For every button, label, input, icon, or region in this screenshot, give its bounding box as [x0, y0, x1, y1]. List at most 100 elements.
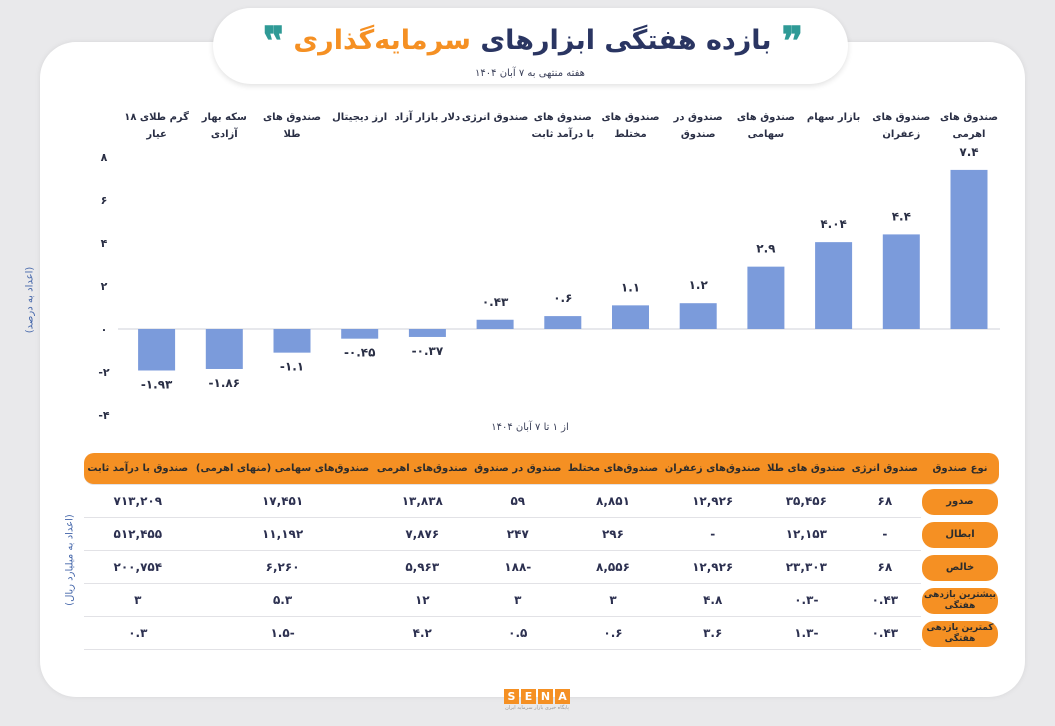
table-row: ابطال -۱۲,۱۵۳-۲۹۶ ۲۴۷ ۷,۸۷۶ ۱۱,۱۹۲ ۵۱۲,۴۵۵	[84, 518, 999, 551]
table-cell: ۰.۴۳	[848, 584, 921, 617]
table-cell: ۲۹۶	[564, 518, 662, 551]
table-cell: ۴.۲	[373, 617, 471, 650]
table-cell: ۵.۳	[191, 584, 374, 617]
y-axis-label: (اعداد به درصد)	[24, 266, 36, 334]
table-cell: ۰.۴۳	[848, 617, 921, 650]
category-label: صندوق های	[263, 112, 321, 123]
table-cell: ۲۳,۳۰۳	[763, 551, 849, 584]
column-header: صندوق های طلا	[763, 453, 849, 485]
y-tick-label: ۴	[101, 237, 108, 250]
table-cell: ۲۴۷	[470, 518, 565, 551]
bar-value-label: -۱.۹۳	[141, 377, 173, 391]
bar	[882, 234, 920, 329]
table-cell: ۵,۹۶۳	[373, 551, 471, 584]
table-row: کمترین بازدهی هفتگی ۰.۴۳ -۱.۳ ۳.۶ ۰.۶ ۰.۵ ۴.۲-…	[84, 617, 999, 650]
table-cell: ۸,۸۵۱	[564, 485, 662, 518]
table-cell: ۱۲,۱۵۳	[763, 518, 849, 551]
bar-value-label: -۰.۳۷	[412, 344, 444, 358]
table-cell: ۳.۶	[661, 617, 764, 650]
x-axis-label: از ۱ تا ۷ آبان ۱۴۰۴	[491, 422, 569, 433]
row-label-chip: بیشترین بازدهی هفتگی	[922, 587, 998, 614]
table-cell: ۱۲	[373, 584, 471, 617]
column-header: صندوق انرژی	[848, 453, 921, 485]
bar-value-label: ۲.۹	[756, 242, 776, 256]
table-cell: ۳	[564, 584, 662, 617]
table-row: صدور ۶۸ ۳۵,۴۵۶ ۱۲,۹۲۶ ۸,۸۵۱ ۵۹ ۱۳,۸۳۸ ۱۷,۴۵۱ ۷۱۳…	[84, 485, 999, 518]
category-label: صندوق در	[673, 112, 723, 123]
bar-value-label: ۷.۴	[959, 145, 978, 159]
bar-value-label: -۰.۴۵	[344, 346, 376, 360]
table-cell: ۵۹	[470, 485, 565, 518]
category-label: زعفران	[882, 129, 920, 140]
row-header: کمترین بازدهی هفتگی	[921, 617, 999, 650]
table-cell: -۰.۳	[763, 584, 849, 617]
table-cell: -	[848, 518, 921, 551]
bar	[205, 329, 243, 369]
bar-value-label: -۱.۸۶	[209, 376, 241, 390]
row-label-chip: صدور	[922, 488, 998, 515]
logo-tagline: پایگاه خبری بازار سرمایه ایران	[505, 705, 569, 711]
bar	[408, 329, 446, 337]
logo-letter: N	[538, 689, 553, 704]
bar	[612, 305, 649, 329]
bar	[747, 266, 785, 329]
table-cell: ۰.۳	[84, 617, 192, 650]
category-label: مختلط	[614, 129, 646, 140]
table-unit-label: (اعداد به میلیارد ریال)	[64, 514, 76, 606]
bar	[273, 329, 311, 353]
bar	[544, 316, 582, 329]
chart-subtitle: هفته منتهی به ۷ آبان ۱۴۰۴	[475, 68, 585, 79]
column-header: صندوق‌های سهامی (منهای اهرمی)	[191, 453, 374, 485]
category-label: آزادی	[211, 127, 238, 140]
table-header-row: نوع صندوق صندوق انرژی صندوق های طلا صندو…	[84, 453, 999, 485]
category-label: صندوق های	[872, 112, 930, 123]
bar	[341, 329, 379, 339]
row-header: خالص	[921, 551, 999, 584]
table-cell: -۱.۵	[191, 617, 374, 650]
table-cell: ۶۸	[848, 485, 921, 518]
y-tick-label: -۴	[98, 409, 110, 422]
bar	[679, 303, 717, 329]
y-tick-label: ۲	[101, 280, 108, 293]
bar-value-label: ۴.۰۴	[820, 217, 847, 231]
table-cell: ۳۵,۴۵۶	[763, 485, 849, 518]
category-label: صندوق های	[737, 112, 795, 123]
y-tick-label: ۸	[101, 151, 108, 164]
category-label: عیار	[145, 129, 166, 140]
row-label-chip: خالص	[922, 554, 998, 581]
category-label: طلا	[283, 129, 300, 140]
bar	[138, 329, 176, 371]
bar-value-label: ۱.۲	[689, 278, 709, 292]
bar-chart: -۴ -۲ ۰ ۲ ۴ ۶ ۸ ۷.۴ صندوق های اهرمی ۴.۴ صندوق های زع…	[98, 110, 1000, 422]
category-label: با درآمد ثابت	[531, 127, 594, 140]
table-cell: ۰.۵	[470, 617, 565, 650]
category-label: صندوق انرژی	[462, 112, 528, 123]
table-cell: ۱۱,۱۹۲	[191, 518, 374, 551]
category-label: صندوق های	[601, 112, 659, 123]
bar-value-label: ۰.۴۳	[482, 295, 509, 309]
category-label: اهرمی	[953, 129, 986, 140]
bar-value-label: -۱.۱	[280, 360, 304, 374]
row-label-chip: ابطال	[922, 521, 998, 548]
category-label: صندوق های	[534, 112, 592, 123]
logo-letter: A	[555, 689, 570, 704]
bar	[950, 169, 988, 329]
bar-value-label: ۴.۴	[892, 209, 911, 223]
table-cell: -	[661, 518, 764, 551]
category-label: بازار سهام	[807, 112, 860, 123]
table-cell: ۶۸	[848, 551, 921, 584]
column-header: صندوق‌های مختلط	[564, 453, 662, 485]
category-label: گرم طلای ۱۸	[124, 110, 189, 123]
table-cell: ۱۲,۹۲۶	[661, 551, 764, 584]
table-cell: ۳	[470, 584, 565, 617]
table-corner-header: نوع صندوق	[921, 453, 999, 485]
bar	[476, 319, 514, 329]
page-title: ❞بازده هفتگی ابزارهای سرمایه‌گذاری❞	[230, 18, 835, 65]
table-cell: ۰.۶	[564, 617, 662, 650]
row-label-chip: کمترین بازدهی هفتگی	[922, 620, 998, 647]
table-cell: -۱۸۸	[470, 551, 565, 584]
category-label: سهامی	[748, 129, 785, 140]
column-header: صندوق با درآمد ثابت	[84, 453, 192, 485]
y-tick-label: -۲	[98, 366, 110, 379]
